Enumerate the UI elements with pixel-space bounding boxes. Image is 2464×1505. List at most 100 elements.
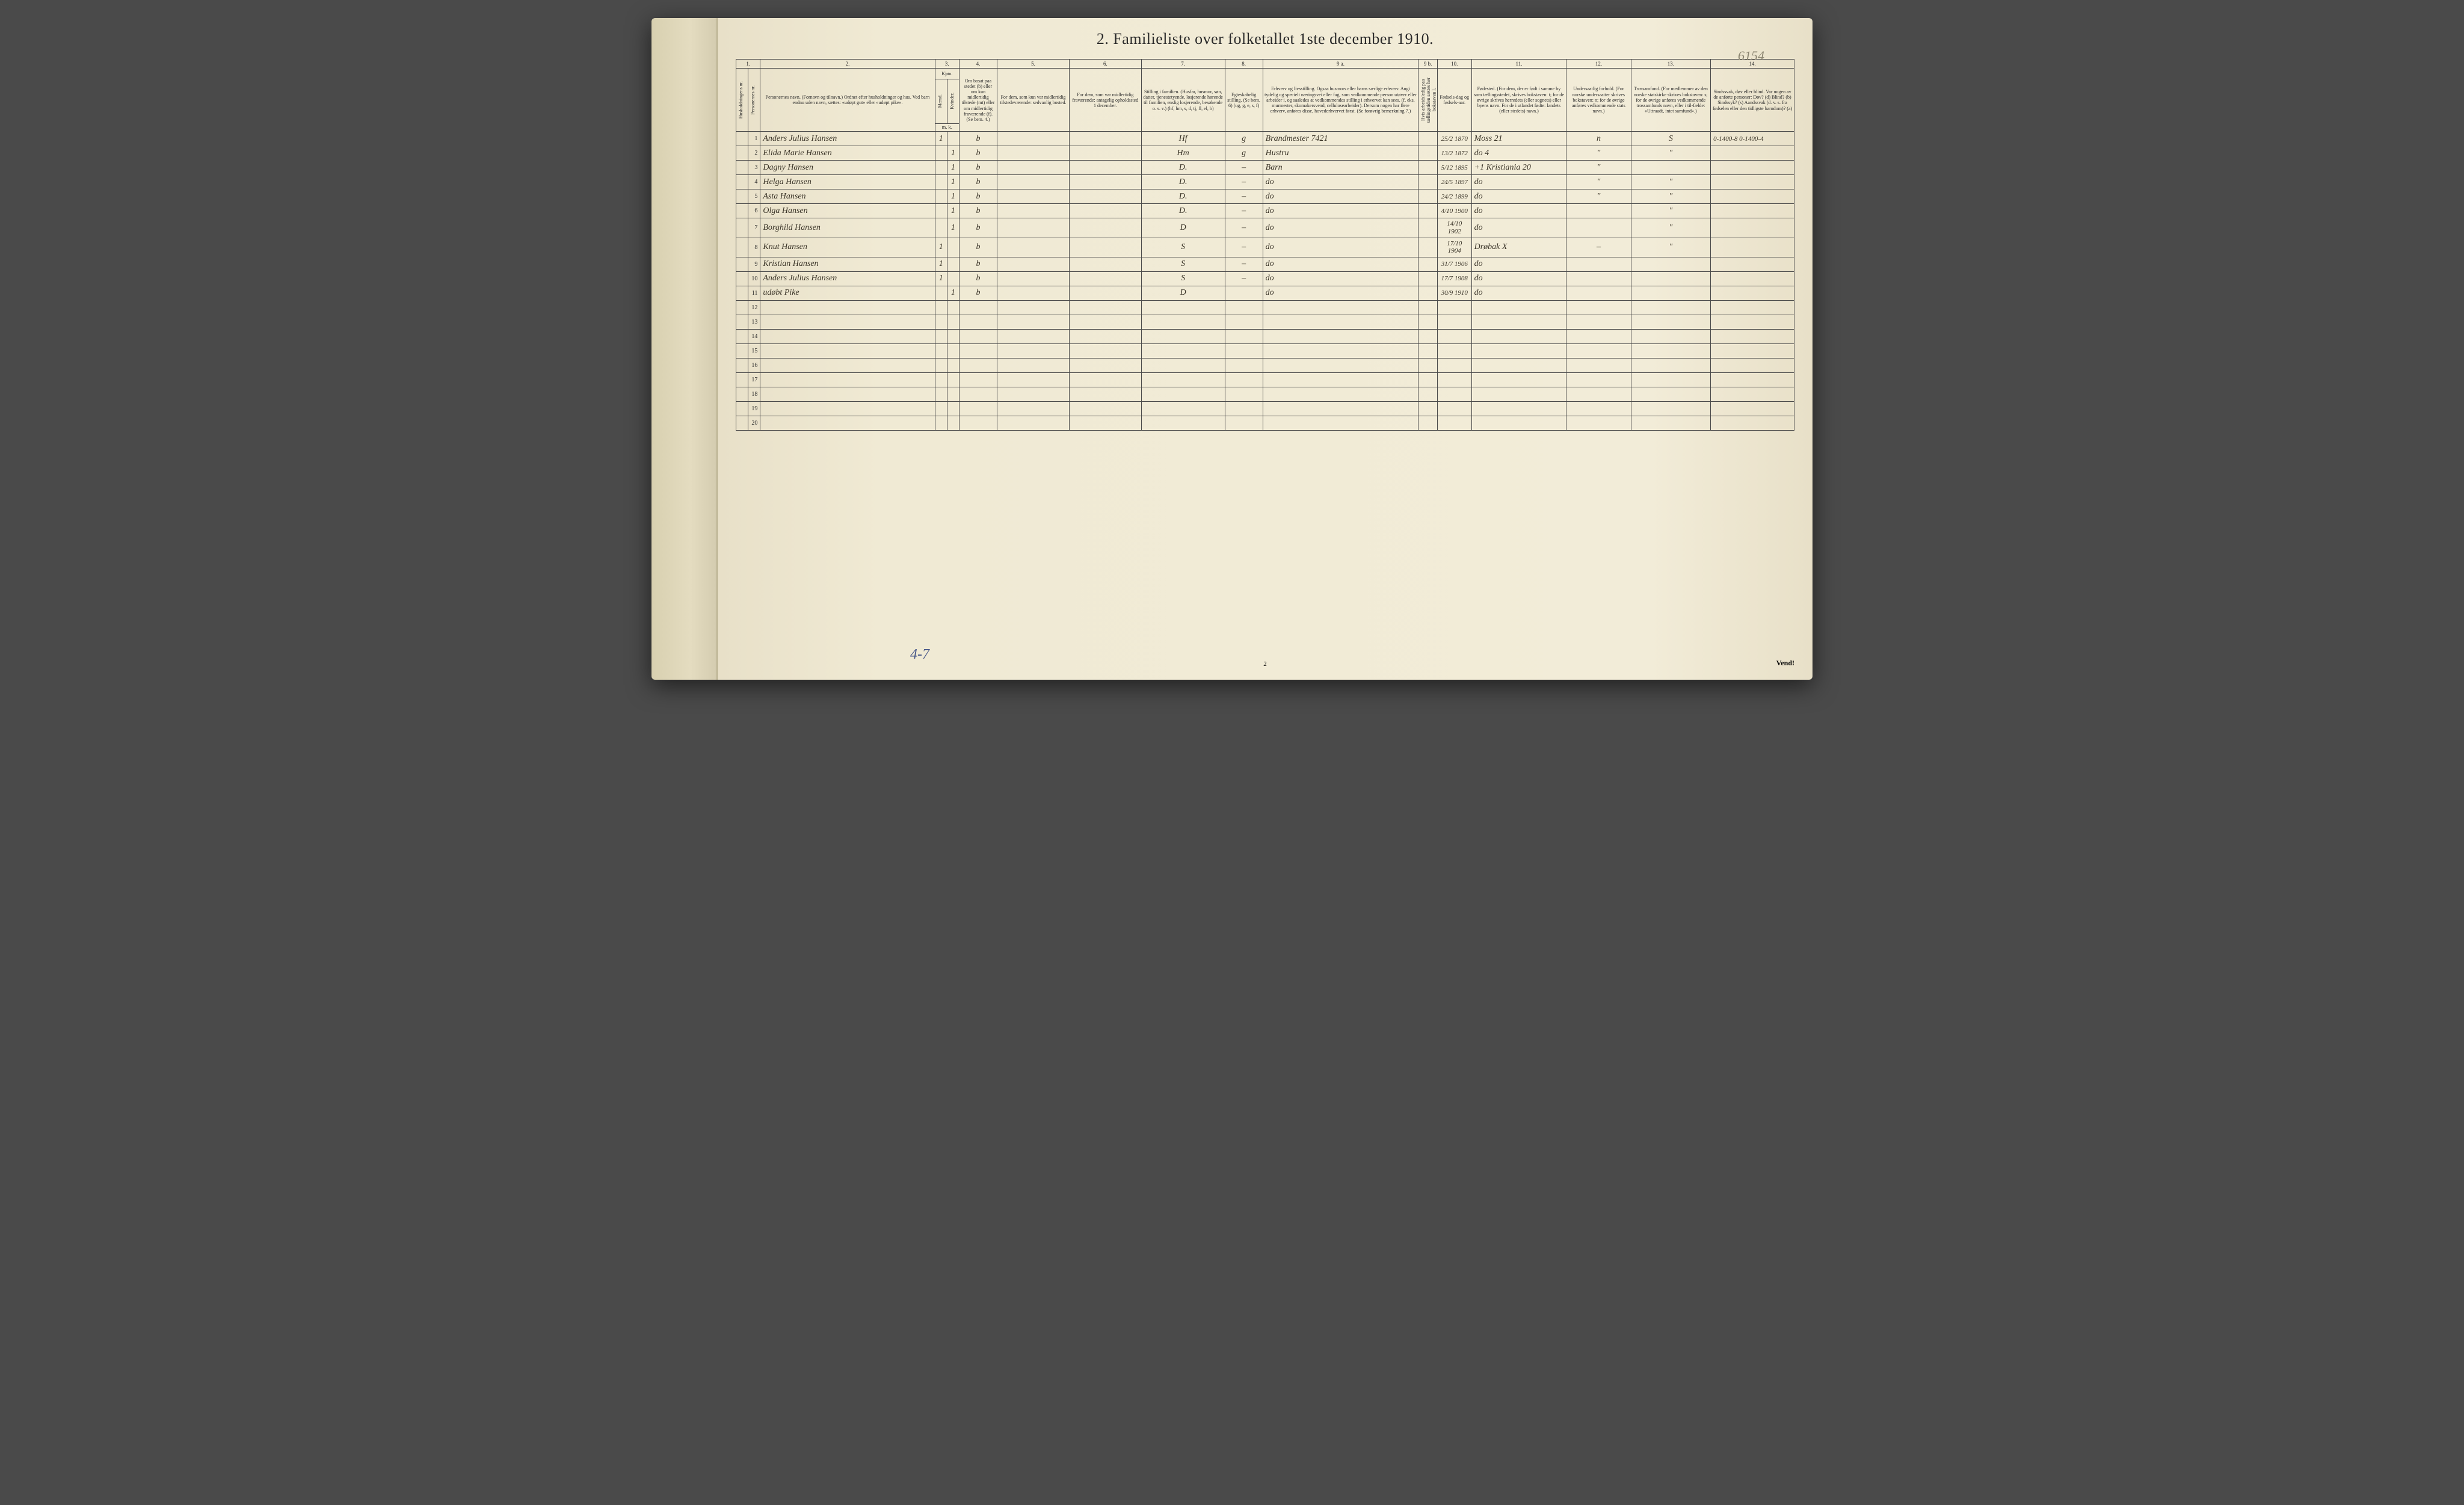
cell-empty: [760, 387, 935, 401]
person-num: 1: [748, 132, 760, 146]
cell-c12: [1566, 204, 1631, 218]
household-num: [736, 416, 748, 430]
cell-c10: 25/2 1870: [1437, 132, 1471, 146]
table-row-empty: 16: [736, 358, 1794, 372]
cell-empty: [760, 416, 935, 430]
cell-c11: do: [1471, 204, 1566, 218]
cell-c11: Drøbak X: [1471, 238, 1566, 257]
cell-empty: [959, 315, 997, 329]
cell-empty: [1225, 358, 1263, 372]
cell-k: 1: [947, 204, 959, 218]
person-num: 17: [748, 372, 760, 387]
header-c9b: Hvis arbeidsledig paa tællingstiden sætt…: [1420, 70, 1438, 129]
cell-c13: ": [1631, 204, 1710, 218]
cell-c6: [1069, 146, 1141, 161]
cell-empty: [997, 300, 1070, 315]
cell-c13: S: [1631, 132, 1710, 146]
cell-empty: [1631, 329, 1710, 343]
cell-empty: [1437, 300, 1471, 315]
cell-empty: [1069, 329, 1141, 343]
cell-c13: ": [1631, 175, 1710, 189]
cell-empty: [1141, 329, 1225, 343]
cell-empty: [1069, 372, 1141, 387]
cell-empty: [1069, 358, 1141, 372]
cell-c10: 30/9 1910: [1437, 286, 1471, 300]
cell-empty: [1418, 315, 1438, 329]
household-num: [736, 271, 748, 286]
cell-c9b: [1418, 238, 1438, 257]
cell-c13: [1631, 271, 1710, 286]
cell-empty: [1225, 416, 1263, 430]
cell-c9a: do: [1263, 175, 1418, 189]
cell-m: 1: [935, 271, 947, 286]
cell-c11: do: [1471, 175, 1566, 189]
page-right: 6154 2. Familieliste over folketallet 1s…: [718, 18, 1813, 680]
cell-c6: [1069, 218, 1141, 238]
person-num: 8: [748, 238, 760, 257]
col-num-5: 5.: [997, 60, 1070, 69]
cell-name: Olga Hansen: [760, 204, 935, 218]
household-num: [736, 161, 748, 175]
cell-empty: [760, 343, 935, 358]
person-num: 4: [748, 175, 760, 189]
cell-c5: [997, 132, 1070, 146]
cell-c10: 13/2 1872: [1437, 146, 1471, 161]
cell-bosat: b: [959, 204, 997, 218]
cell-empty: [1263, 315, 1418, 329]
cell-name: Kristian Hansen: [760, 257, 935, 271]
cell-c5: [997, 189, 1070, 204]
cell-c7: D.: [1141, 161, 1225, 175]
census-book: 6154 2. Familieliste over folketallet 1s…: [651, 18, 1813, 680]
cell-empty: [1069, 387, 1141, 401]
cell-m: [935, 204, 947, 218]
cell-empty: [959, 300, 997, 315]
cell-c14: [1711, 146, 1794, 161]
cell-c9a: do: [1263, 189, 1418, 204]
cell-empty: [947, 315, 959, 329]
cell-c7: D.: [1141, 204, 1225, 218]
cell-empty: [935, 343, 947, 358]
cell-c11: do: [1471, 189, 1566, 204]
cell-empty: [947, 329, 959, 343]
cell-empty: [1471, 315, 1566, 329]
cell-empty: [1711, 343, 1794, 358]
cell-c10: 14/10 1902: [1437, 218, 1471, 238]
cell-empty: [1631, 416, 1710, 430]
header-c12: Undersaatlig forhold. (For norske unders…: [1566, 69, 1631, 132]
household-num: [736, 315, 748, 329]
cell-empty: [1566, 329, 1631, 343]
cell-c12: ": [1566, 161, 1631, 175]
cell-empty: [1437, 372, 1471, 387]
cell-m: 1: [935, 132, 947, 146]
cell-empty: [1711, 387, 1794, 401]
cell-c6: [1069, 161, 1141, 175]
header-hush: Husholdningens nr.: [738, 79, 744, 121]
header-c9a: Erhverv og livsstilling. Ogsaa husmors e…: [1263, 69, 1418, 132]
table-row: 3Dagny Hansen1bD.–Barn5/12 1895+1 Kristi…: [736, 161, 1794, 175]
cell-empty: [1471, 416, 1566, 430]
cell-empty: [1631, 315, 1710, 329]
cell-c9b: [1418, 257, 1438, 271]
household-num: [736, 146, 748, 161]
cell-name: udøbt Pike: [760, 286, 935, 300]
cell-empty: [1471, 387, 1566, 401]
cell-c9b: [1418, 286, 1438, 300]
cell-empty: [935, 329, 947, 343]
household-num: [736, 372, 748, 387]
cell-empty: [1566, 416, 1631, 430]
census-table: 1. 2. 3. 4. 5. 6. 7. 8. 9 a. 9 b. 10. 11…: [736, 59, 1794, 431]
cell-c7: D.: [1141, 189, 1225, 204]
cell-empty: [959, 372, 997, 387]
household-num: [736, 387, 748, 401]
cell-empty: [1263, 401, 1418, 416]
cell-name: Elida Marie Hansen: [760, 146, 935, 161]
cell-c5: [997, 238, 1070, 257]
cell-c7: D.: [1141, 175, 1225, 189]
cell-bosat: b: [959, 132, 997, 146]
cell-c10: 24/2 1899: [1437, 189, 1471, 204]
person-num: 9: [748, 257, 760, 271]
cell-c9a: do: [1263, 238, 1418, 257]
cell-empty: [947, 387, 959, 401]
person-num: 7: [748, 218, 760, 238]
person-num: 13: [748, 315, 760, 329]
